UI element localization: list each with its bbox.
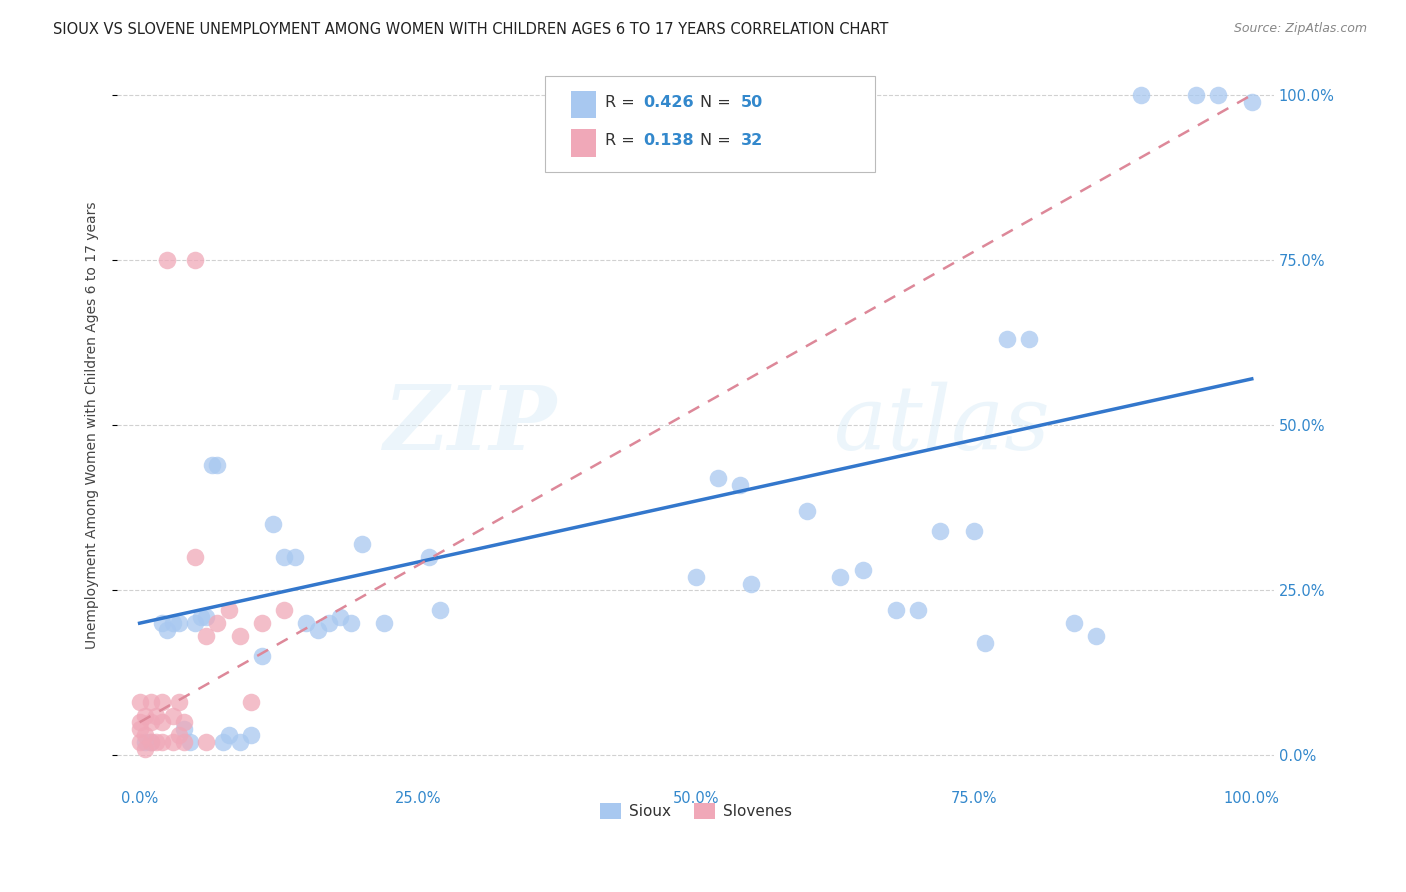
Point (150, 715, 173, 730)
Point (740, 576, 762, 591)
Point (318, 616, 340, 631)
Legend: Sioux, Slovenes: Sioux, Slovenes (593, 797, 797, 825)
Point (150, 735, 173, 749)
Point (1018, 332, 1040, 346)
Point (1208, 87, 1230, 102)
Point (963, 524, 986, 538)
Point (207, 616, 229, 631)
Text: 50: 50 (741, 95, 763, 111)
Point (284, 550, 307, 565)
Point (418, 550, 440, 565)
Point (128, 722, 150, 736)
Point (329, 609, 352, 624)
Point (162, 735, 184, 749)
Point (150, 616, 173, 631)
Text: N =: N = (700, 95, 737, 111)
Point (128, 695, 150, 709)
Point (373, 616, 395, 631)
Text: R =: R = (606, 95, 640, 111)
Point (139, 695, 162, 709)
Point (228, 735, 250, 749)
Point (250, 649, 273, 664)
Point (195, 609, 218, 624)
Point (429, 603, 451, 617)
Point (184, 550, 207, 565)
Text: R =: R = (606, 133, 640, 148)
Point (239, 695, 262, 709)
Bar (571, 91, 596, 118)
Bar (571, 129, 596, 157)
Point (207, 458, 229, 472)
Point (201, 458, 224, 472)
Text: 32: 32 (741, 133, 763, 148)
Point (228, 629, 250, 643)
Point (218, 603, 240, 617)
Point (907, 603, 929, 617)
Text: SIOUX VS SLOVENE UNEMPLOYMENT AMONG WOMEN WITH CHILDREN AGES 6 TO 17 YEARS CORRE: SIOUX VS SLOVENE UNEMPLOYMENT AMONG WOME… (53, 22, 889, 37)
Point (707, 471, 730, 485)
Point (929, 524, 952, 538)
Point (973, 636, 995, 650)
Point (1129, 87, 1152, 102)
Point (1085, 629, 1108, 643)
Point (167, 616, 190, 631)
Point (884, 603, 907, 617)
Point (145, 708, 167, 723)
Point (350, 537, 373, 551)
Point (162, 616, 184, 631)
Text: 0.426: 0.426 (644, 95, 695, 111)
Point (830, 570, 852, 584)
Point (250, 616, 273, 631)
Point (184, 252, 207, 267)
Point (134, 728, 156, 742)
Point (139, 735, 162, 749)
Point (162, 708, 184, 723)
Point (173, 722, 195, 736)
FancyBboxPatch shape (546, 76, 875, 172)
Point (173, 715, 195, 730)
Text: ZIP: ZIP (384, 382, 557, 468)
Point (239, 728, 262, 742)
Point (262, 517, 284, 532)
Point (139, 715, 162, 730)
Point (128, 715, 150, 730)
Point (1185, 87, 1208, 102)
Point (212, 735, 235, 749)
Text: N =: N = (700, 133, 737, 148)
Point (851, 563, 873, 577)
Point (796, 504, 818, 518)
Point (195, 629, 218, 643)
Point (173, 735, 195, 749)
Y-axis label: Unemployment Among Women with Children Ages 6 to 17 years: Unemployment Among Women with Children A… (86, 202, 100, 648)
Point (156, 252, 179, 267)
Point (307, 623, 329, 637)
Point (128, 735, 150, 749)
Point (134, 741, 156, 756)
Point (728, 477, 751, 491)
Point (685, 570, 707, 584)
Point (340, 616, 363, 631)
Text: 0.138: 0.138 (644, 133, 695, 148)
Point (167, 728, 190, 742)
Point (145, 735, 167, 749)
Point (184, 616, 207, 631)
Text: atlas: atlas (835, 382, 1050, 468)
Point (156, 623, 179, 637)
Point (167, 695, 190, 709)
Point (139, 735, 162, 749)
Text: Source: ZipAtlas.com: Source: ZipAtlas.com (1233, 22, 1367, 36)
Point (1063, 616, 1085, 631)
Point (1240, 95, 1263, 109)
Point (134, 735, 156, 749)
Point (273, 603, 295, 617)
Point (150, 695, 173, 709)
Point (218, 728, 240, 742)
Point (295, 616, 318, 631)
Point (273, 550, 295, 565)
Point (190, 609, 212, 624)
Point (134, 708, 156, 723)
Point (195, 735, 218, 749)
Point (179, 735, 201, 749)
Point (995, 332, 1018, 346)
